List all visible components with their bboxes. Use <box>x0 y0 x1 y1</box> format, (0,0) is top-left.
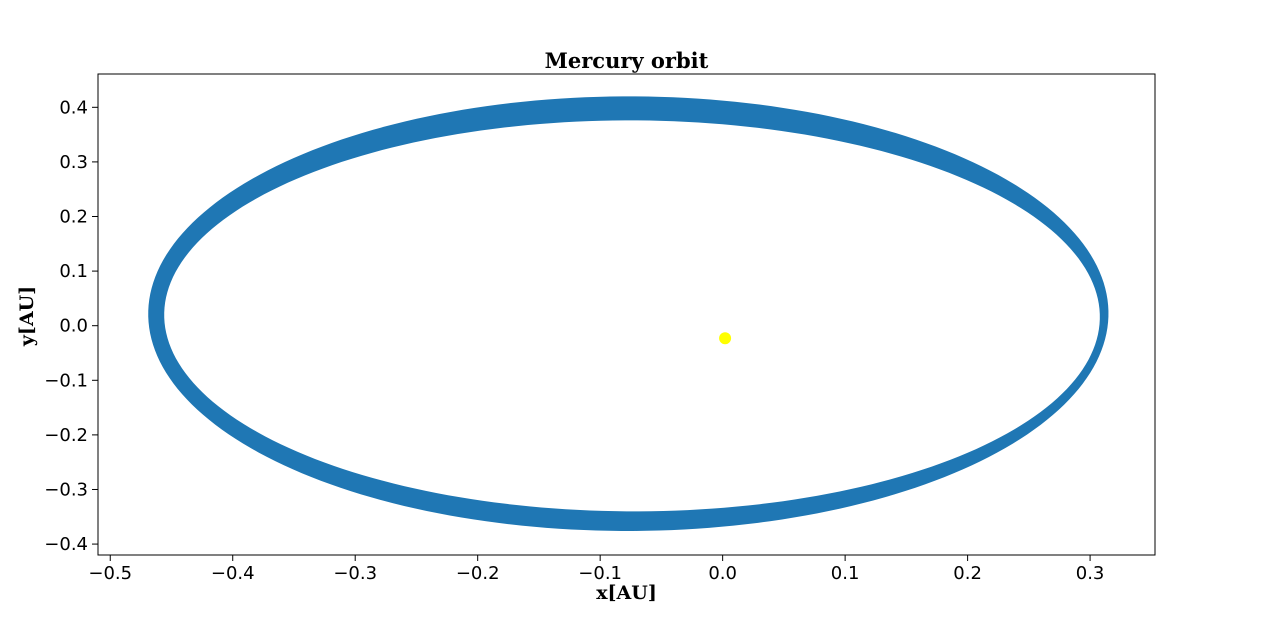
x-tick-label: −0.5 <box>88 563 132 584</box>
sun-marker <box>719 332 732 345</box>
x-axis-ticks: −0.5 −0.4 −0.3 −0.2 −0.1 0.0 0.1 0.2 0.3 <box>88 555 1104 584</box>
y-tick-label: −0.1 <box>44 370 88 391</box>
y-tick-label: −0.4 <box>44 534 88 555</box>
y-axis-ticks: −0.4 −0.3 −0.2 −0.1 0.0 0.1 0.2 0.3 0.4 <box>44 97 98 555</box>
orbit-band <box>148 96 1109 531</box>
x-tick-label: 0.2 <box>953 563 982 584</box>
chart-title: Mercury orbit <box>545 48 709 73</box>
plot-area <box>148 96 1109 531</box>
y-tick-label: −0.2 <box>44 425 88 446</box>
y-tick-label: 0.0 <box>59 316 88 337</box>
y-axis-label: y[AU] <box>16 286 38 347</box>
y-tick-label: 0.4 <box>59 97 88 118</box>
plot-frame <box>97 73 1156 556</box>
x-tick-label: 0.1 <box>831 563 860 584</box>
y-tick-label: 0.2 <box>59 206 88 227</box>
x-tick-label: −0.1 <box>578 563 622 584</box>
x-axis-label: x[AU] <box>596 582 657 604</box>
x-tick-label: −0.4 <box>211 563 255 584</box>
y-tick-label: −0.3 <box>44 479 88 500</box>
x-tick-label: −0.3 <box>333 563 377 584</box>
x-tick-label: 0.0 <box>708 563 737 584</box>
y-tick-label: 0.1 <box>59 261 88 282</box>
x-tick-label: 0.3 <box>1076 563 1105 584</box>
x-tick-label: −0.2 <box>456 563 500 584</box>
y-tick-label: 0.3 <box>59 152 88 173</box>
